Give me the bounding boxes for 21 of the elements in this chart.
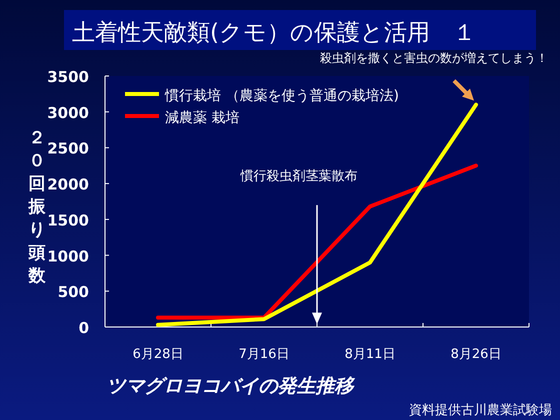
legend-label: 慣行栽培 （農薬を使う普通の栽培法) [164, 87, 399, 104]
line-series [156, 102, 478, 327]
x-tick-label: 8月11日 [344, 347, 396, 362]
legend-label: 減農薬 栽培 [165, 110, 240, 126]
y-axis-title: ２０回振り頭数 [28, 128, 46, 286]
text: 資料提供古川農業試験場 [409, 403, 552, 418]
x-tick-label: 7月16日 [238, 347, 290, 362]
text: 殺虫剤を撒くと害虫の数が増えてしまう！ [320, 51, 548, 65]
chart-title: 土着性天敵類(クモ）の保護と活用 １ [72, 20, 476, 46]
y-tick-label: 2500 [47, 140, 89, 158]
y-tick-label: 2000 [47, 176, 89, 194]
y-tick-label: 3000 [47, 104, 89, 122]
y-tick-label: 1500 [47, 211, 89, 230]
y-tick-label: 1000 [47, 247, 89, 266]
x-tick-label: 6月28日 [132, 347, 184, 362]
y-tick-label: 3500 [47, 68, 89, 86]
x-axis-title: ツマグロヨコバイの発生推移 [106, 375, 356, 397]
x-tick-label: 8月26日 [450, 347, 502, 362]
y-tick-label: 500 [58, 283, 89, 302]
y-tick-label: 0 [78, 319, 89, 337]
annotation: 慣行殺虫剤茎葉散布 [240, 168, 358, 184]
